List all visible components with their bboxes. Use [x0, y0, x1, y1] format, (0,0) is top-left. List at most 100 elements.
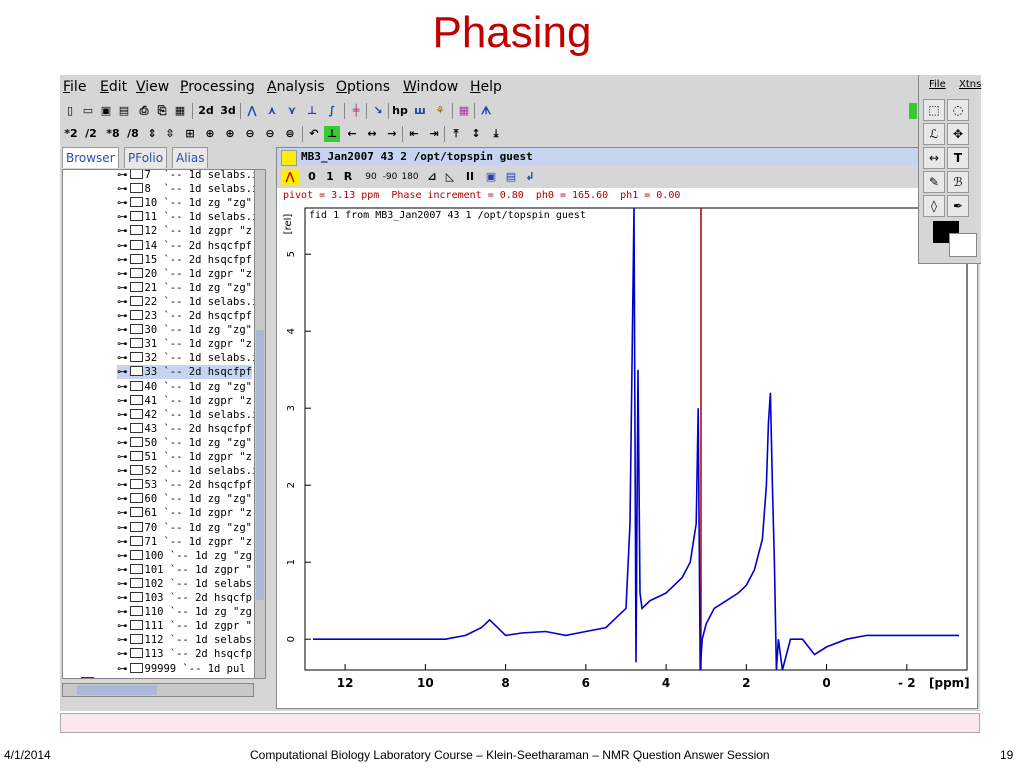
tree-item[interactable]: ⊶ 99999 `-- 1d pul — [117, 662, 246, 676]
scale-x2-button[interactable]: *2 — [64, 127, 78, 140]
zoom-icon[interactable]: ⊕ — [205, 127, 215, 140]
tree-item[interactable]: ⊶ 53 `-- 2d hsqcfpf — [117, 478, 252, 492]
baseline-icon[interactable]: ⋎ — [287, 104, 297, 117]
tree-item[interactable]: ⊶ 61 `-- 1d zgpr "z — [117, 506, 252, 520]
tree-item[interactable]: ⊶ 60 `-- 1d zg "zg" — [117, 492, 252, 506]
pause-button[interactable]: II — [465, 170, 475, 183]
shift-left-icon[interactable]: ← — [347, 127, 357, 140]
tree-item[interactable]: ⊶ 14 `-- 2d hsqcfpf — [117, 239, 252, 253]
shift-both-icon[interactable]: ↔ — [367, 127, 377, 140]
tree-item[interactable]: ⊶ 70 `-- 1d zg "zg" — [117, 521, 252, 535]
tree-item[interactable]: ⊶ 31 `-- 1d zgpr "z — [117, 337, 252, 351]
tree-item[interactable]: ⊶ 41 `-- 1d zgpr "z — [117, 394, 252, 408]
ph-90-button[interactable]: 90 — [365, 172, 377, 182]
scale-div2-button[interactable]: /2 — [85, 127, 97, 140]
scale-updown-icon[interactable]: ⇕ — [147, 127, 157, 140]
scale-div8-button[interactable]: /8 — [127, 127, 139, 140]
grid-icon[interactable]: ▦ — [458, 104, 470, 117]
phase-icon[interactable]: ⋏ — [267, 104, 277, 117]
ph-reset-button[interactable]: R — [343, 170, 353, 183]
tree-item[interactable]: ⊶ 11 `-- 1d selabs.i — [117, 210, 255, 224]
deconvolution-icon[interactable]: ш — [414, 104, 426, 117]
open-folder-icon[interactable]: ▭ — [82, 104, 94, 117]
move-icon[interactable]: ✥ — [947, 123, 969, 145]
menu-processing[interactable]: Processing — [180, 79, 255, 95]
tree-item[interactable]: ⊶ 100 `-- 1d zg "zg — [117, 549, 252, 563]
scale-x8-button[interactable]: *8 — [106, 127, 120, 140]
tree-item[interactable]: ⊶ 23 `-- 2d hsqcfpf — [117, 309, 252, 323]
return-icon[interactable]: ↲ — [525, 170, 535, 183]
tree-item[interactable]: ⊶ 113 `-- 2d hsqcfp — [117, 647, 252, 661]
phase-mode-icon[interactable]: ⋀ — [281, 169, 299, 185]
toolbox-menu-file[interactable]: File — [929, 79, 946, 90]
tree-root-item[interactable]: koharudin — [81, 676, 153, 678]
ph-180-button[interactable]: 180 — [401, 172, 419, 182]
tab-pfolio[interactable]: PFolio — [124, 147, 168, 168]
ph-minus90-button[interactable]: -90 — [382, 172, 398, 182]
menu-edit[interactable]: Edit — [100, 79, 128, 95]
command-line[interactable] — [60, 713, 980, 733]
triangle-right-icon[interactable]: ◺ — [445, 170, 455, 183]
new-file-icon[interactable]: ▯ — [66, 104, 74, 117]
tree-horizontal-scrollbar[interactable] — [62, 683, 254, 697]
experiment-tree[interactable]: ⊶ 7 `-- 1d selabs.ilb ⊶ 8 `-- 1d selabs.ilb… — [62, 169, 256, 679]
tree-item[interactable]: ⊶ 110 `-- 1d zg "zg — [117, 605, 252, 619]
tree-item[interactable]: ⊶ 101 `-- 1d zgpr " — [117, 563, 252, 577]
flip-icon[interactable]: ↔ — [923, 147, 945, 169]
tree-item[interactable]: ⊶ 22 `-- 1d selabs.i — [117, 295, 255, 309]
save-2d-icon[interactable]: ▣ — [485, 170, 497, 183]
tree-item[interactable]: ⊶ 40 `-- 1d zg "zg" — [117, 380, 252, 394]
text-tool-icon[interactable]: T — [947, 147, 969, 169]
go-left-end-icon[interactable]: ⇤ — [409, 127, 419, 140]
menu-analysis[interactable]: Analysis — [267, 79, 325, 95]
tree-item[interactable]: ⊶ 102 `-- 1d selabs — [117, 577, 252, 591]
tab-alias[interactable]: Alias — [172, 147, 209, 168]
view-3d-button[interactable]: 3d — [220, 104, 236, 117]
tree-item[interactable]: ⊶ 15 `-- 2d hsqcfpf — [117, 253, 252, 267]
peak-pick-icon[interactable]: ⊥ — [306, 104, 318, 117]
spectrum-title-bar[interactable]: MB3_Jan2007 43 2 /opt/topspin guest — [277, 148, 977, 166]
fit-icon[interactable]: ⊞ — [185, 127, 195, 140]
shift-center-icon[interactable]: ↕ — [471, 127, 481, 140]
tree-item[interactable]: ⊶ 10 `-- 1d zg "zg" — [117, 196, 252, 210]
tree-item[interactable]: ⊶ 30 `-- 1d zg "zg" — [117, 323, 252, 337]
ph-zero-button[interactable]: 0 — [308, 170, 316, 183]
structure-icon[interactable]: ⚘ — [435, 104, 445, 117]
dropper-icon[interactable]: ◊ — [923, 195, 945, 217]
tab-browser[interactable]: Browser — [62, 147, 119, 168]
spectrum-icon[interactable]: ⋀ — [247, 104, 257, 117]
tree-item[interactable]: ⊶ 21 `-- 1d zg "zg" — [117, 281, 252, 295]
save-icon[interactable]: ▣ — [100, 104, 112, 117]
menu-help[interactable]: Help — [470, 79, 502, 95]
full-view-icon[interactable]: ⊥ — [324, 126, 340, 142]
go-right-end-icon[interactable]: ⇥ — [429, 127, 439, 140]
menu-options[interactable]: Options — [336, 79, 391, 95]
menu-window[interactable]: Window — [403, 79, 459, 95]
shift-top-icon[interactable]: ⤒ — [453, 127, 459, 140]
scroll-thumb[interactable] — [256, 330, 264, 600]
brush-icon[interactable]: ℬ — [947, 171, 969, 193]
menu-file[interactable]: File — [63, 79, 87, 95]
multi-spectrum-icon[interactable]: ᗑ — [480, 104, 492, 117]
hp-icon[interactable]: hp — [392, 104, 408, 117]
tree-item[interactable]: ⊶ 112 `-- 1d selabs — [117, 633, 252, 647]
integrate-icon[interactable]: ∫ — [328, 104, 336, 117]
tree-item[interactable]: ⊶ 20 `-- 1d zgpr "z — [117, 267, 252, 281]
tree-vertical-scrollbar[interactable] — [254, 169, 266, 679]
menu-view[interactable]: View — [136, 79, 170, 95]
zoom-reset-icon[interactable]: ⊖ — [265, 127, 275, 140]
save-as-icon[interactable]: ▤ — [118, 104, 130, 117]
rect-select-icon[interactable]: ⬚ — [923, 99, 945, 121]
view-2d-button[interactable]: 2d — [198, 104, 214, 117]
zoom-in-icon[interactable]: ⊕ — [225, 127, 235, 140]
tree-item[interactable]: ⊶ 12 `-- 1d zgpr "z — [117, 224, 252, 238]
ph-first-button[interactable]: 1 — [326, 170, 334, 183]
triangle-left-icon[interactable]: ⊿ — [427, 170, 437, 183]
tree-item[interactable]: ⊶ 111 `-- 1d zgpr " — [117, 619, 252, 633]
tree-item[interactable]: ⊶ 51 `-- 1d zgpr "z — [117, 450, 252, 464]
lasso-icon[interactable]: ℒ — [923, 123, 945, 145]
tree-item[interactable]: ⊶ 7 `-- 1d selabs.ilb — [117, 170, 255, 182]
ink-icon[interactable]: ✒ — [947, 195, 969, 217]
slope-icon[interactable]: ↘ — [373, 104, 383, 117]
zoom-out-icon[interactable]: ⊖ — [245, 127, 255, 140]
